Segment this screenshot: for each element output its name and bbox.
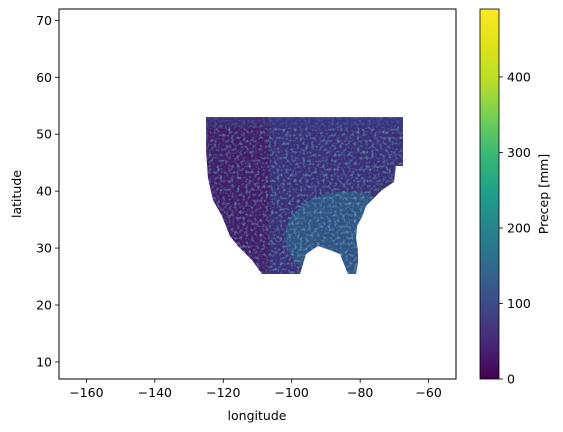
- colorbar-tick-label: 300: [507, 145, 531, 160]
- precip-north-band: [206, 117, 405, 127]
- precipitation-map: [206, 117, 405, 281]
- y-tick-label: 20: [36, 298, 52, 313]
- precip-raster: [206, 117, 405, 281]
- colorbar-tick-label: 100: [507, 296, 531, 311]
- x-axis-label: longitude: [228, 408, 287, 423]
- x-tick-label: −100: [275, 385, 309, 400]
- x-tick-label: −140: [138, 385, 172, 400]
- y-tick-label: 50: [36, 127, 52, 142]
- colorbar-tick-label: 400: [507, 69, 531, 84]
- precip-texture: [206, 117, 405, 276]
- colorbar-axis: 0 100 200 300 400: [499, 69, 531, 386]
- y-tick-label: 10: [36, 354, 52, 369]
- x-tick-label: −120: [206, 385, 240, 400]
- x-tick-label: −60: [415, 385, 441, 400]
- x-tick-label: −80: [347, 385, 373, 400]
- y-tick-label: 70: [36, 13, 52, 28]
- y-tick-label: 60: [36, 70, 52, 85]
- y-axis: 10 20 30 40 50 60 70: [36, 13, 59, 370]
- x-tick-label: −160: [69, 385, 103, 400]
- y-tick-label: 30: [36, 241, 52, 256]
- x-axis: −160 −140 −120 −100 −80 −60: [69, 379, 442, 400]
- colorbar-label: Precep [mm]: [536, 154, 551, 234]
- colorbar-tick-label: 200: [507, 220, 531, 235]
- colorbar: [480, 9, 499, 379]
- y-axis-label: latitude: [9, 170, 24, 218]
- colorbar-tick-label: 0: [507, 372, 515, 387]
- y-tick-label: 40: [36, 184, 52, 199]
